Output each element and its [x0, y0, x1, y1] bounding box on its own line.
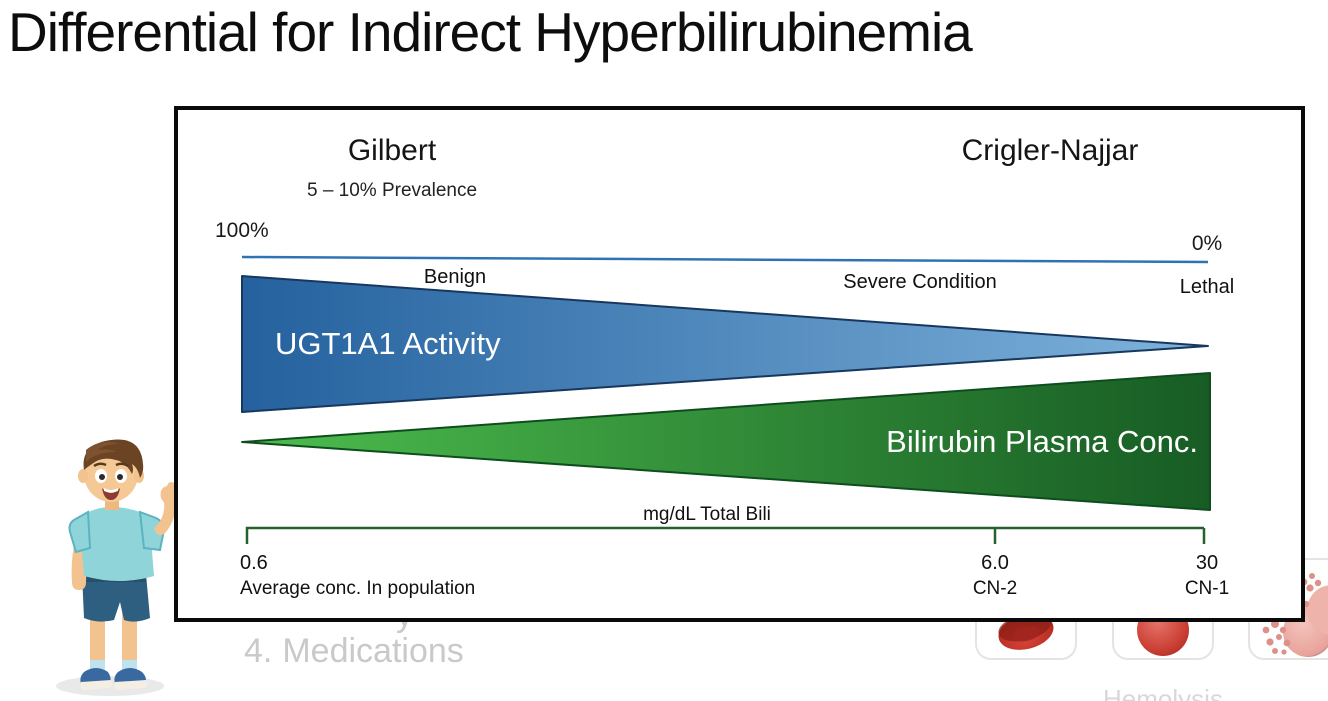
bilirubin-concentration-wedge — [241, 372, 1211, 511]
activity-scale-line — [241, 255, 1209, 264]
list-item-label: Medications — [282, 632, 464, 670]
severity-severe-condition: Severe Condition — [843, 271, 997, 293]
tick-value-6-0: 6.0 — [981, 552, 1009, 574]
gilbert-prevalence: 5 – 10% Prevalence — [306, 180, 478, 201]
hemolysis-caption: Hemolysis — [1103, 684, 1223, 701]
total-bili-axis — [245, 526, 1206, 544]
tick-value-0-6: 0.6 — [240, 552, 268, 574]
severity-benign: Benign — [423, 266, 487, 288]
condition-crigler-najjar: Crigler-Najjar — [961, 134, 1139, 167]
ugt1a1-activity-label: UGT1A1 Activity — [275, 326, 501, 361]
cartoon-boy-mascot — [56, 439, 180, 696]
tick-caption-cn-1: CN-1 — [1184, 578, 1230, 599]
diagram-panel: Gilbert 5 – 10% Prevalence Crigler-Najja… — [174, 106, 1305, 622]
bilirubin-plasma-conc-label: Bilirubin Plasma Conc. — [886, 424, 1198, 459]
axis-title-mg-dl-total-bili: mg/dL Total Bili — [643, 504, 771, 525]
activity-100-percent: 100% — [215, 219, 269, 242]
ugt1a1-activity-wedge — [241, 275, 1209, 413]
spectrum-diagram-graphic — [241, 255, 1211, 544]
severity-lethal: Lethal — [1179, 276, 1235, 298]
hemolyzed-cell-partial-icon — [1299, 573, 1328, 635]
tick-caption-average-conc: Average conc. In population — [240, 578, 476, 599]
condition-gilbert: Gilbert — [347, 134, 437, 167]
list-item-medications: 4. Medications — [244, 632, 464, 671]
page-title: Differential for Indirect Hyperbilirubin… — [8, 1, 973, 63]
list-item-number: 4. — [244, 632, 273, 670]
activity-0-percent: 0% — [1191, 232, 1223, 255]
tick-caption-cn-2: CN-2 — [972, 578, 1018, 599]
tick-value-30: 30 — [1195, 552, 1219, 574]
